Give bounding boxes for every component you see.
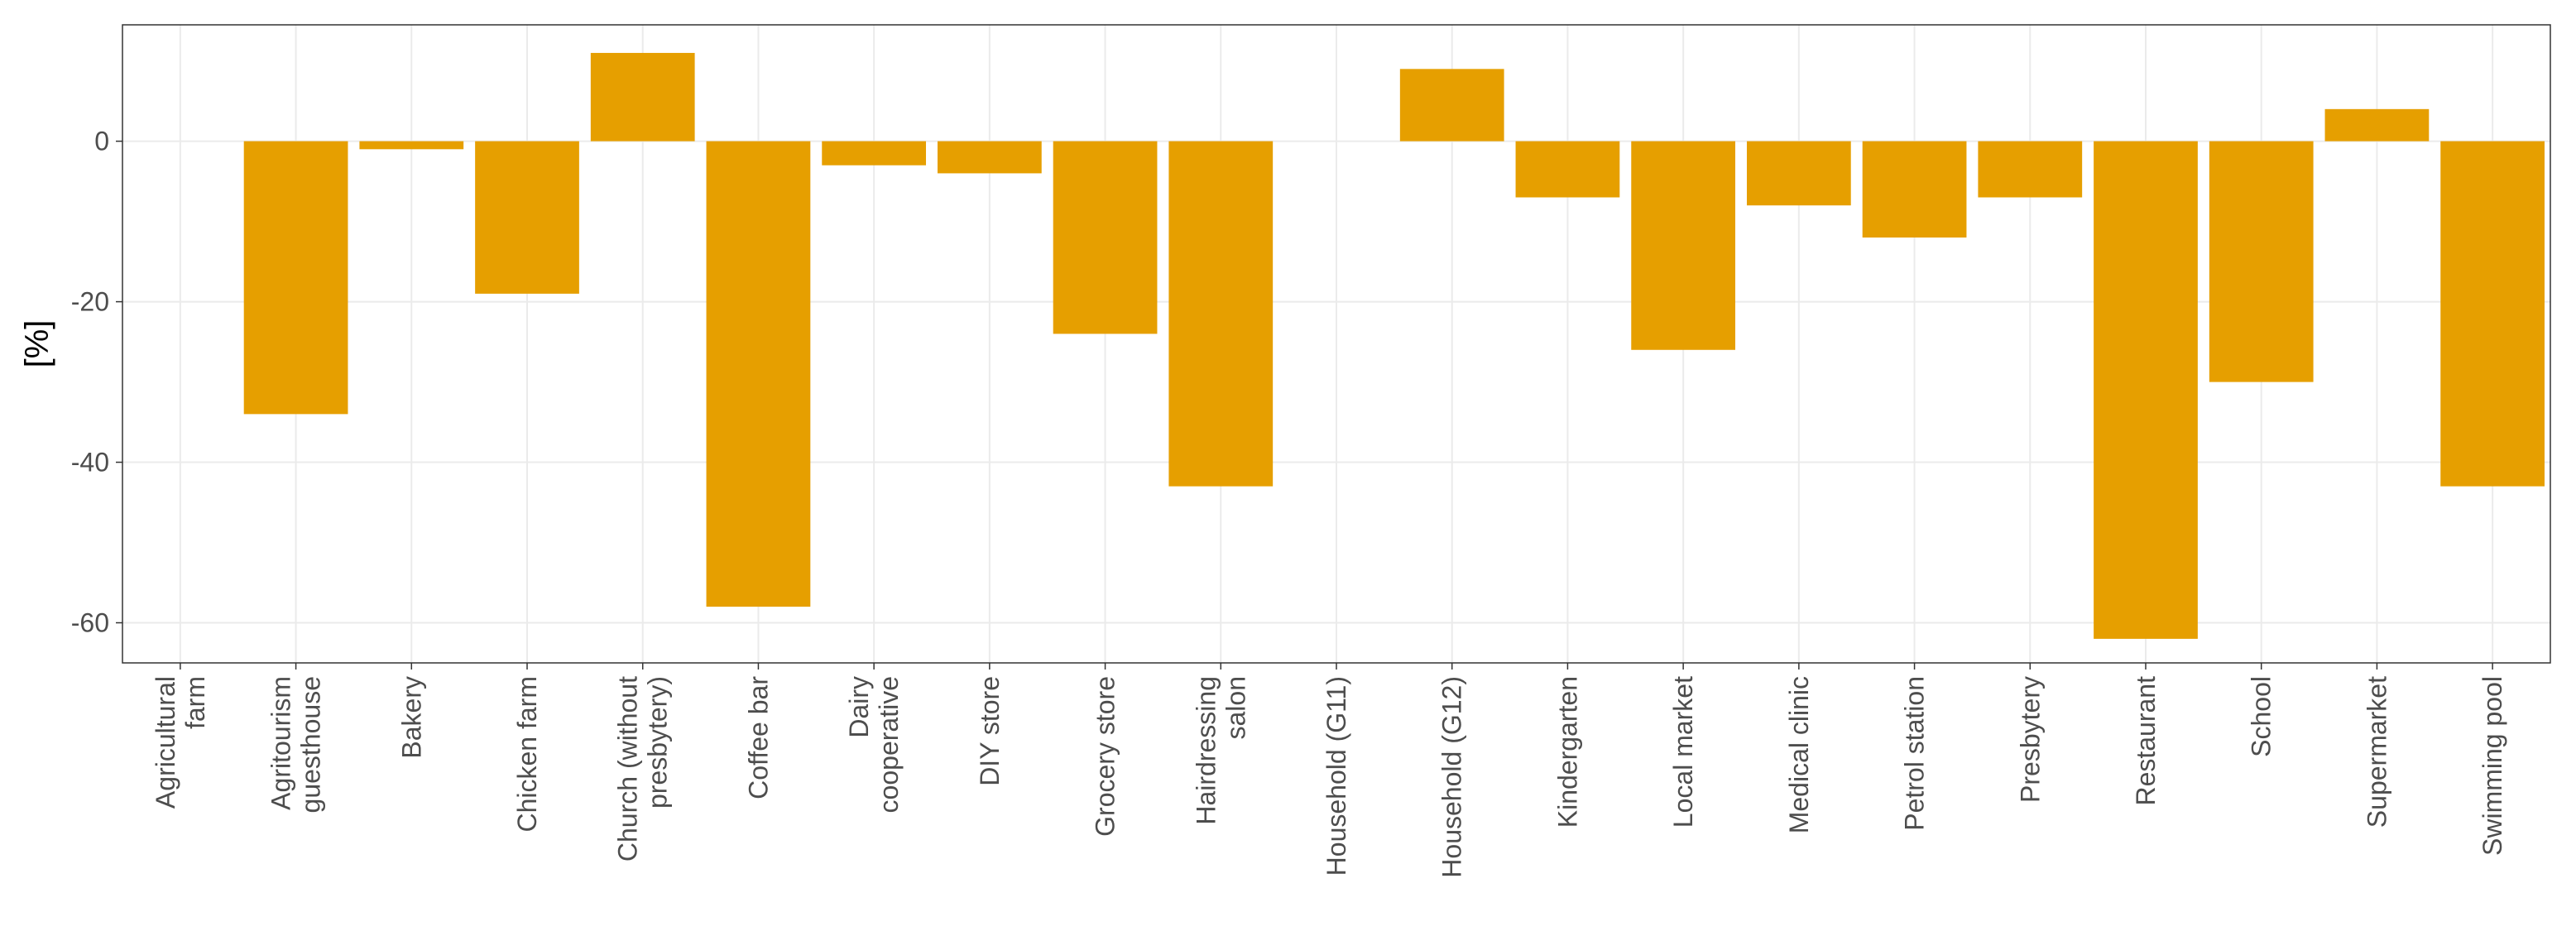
x-tick-label: Agritourism guesthouse <box>266 676 326 813</box>
x-tick-label: Local market <box>1668 676 1698 828</box>
bar <box>1978 141 2083 198</box>
x-tick-label: Hairdressing salon <box>1191 676 1250 825</box>
x-tick-label-line: Medical clinic <box>1784 676 1814 833</box>
x-tick-label-line: Petrol station <box>1900 676 1930 831</box>
x-tick-label-line: presbytery) <box>643 676 673 809</box>
x-tick-label: Agricultural farm <box>151 676 210 809</box>
x-tick-label-line: Kindergarten <box>1552 676 1582 828</box>
x-tick-label-line: Household (G12) <box>1437 676 1467 878</box>
x-tick-label: Swimming pool <box>2478 676 2507 856</box>
bar <box>359 141 464 150</box>
y-tick-label: 0 <box>94 127 109 156</box>
x-tick-label-line: School <box>2247 676 2276 757</box>
y-tick-label: -20 <box>71 287 109 317</box>
x-tick-label-line: Swimming pool <box>2478 676 2507 856</box>
bar <box>937 141 1042 174</box>
x-axis: Agricultural farm Agritourism guesthouse Bak… <box>151 663 2507 878</box>
x-tick-label: Petrol station <box>1900 676 1930 831</box>
x-tick-label-line: Dairy <box>844 676 874 738</box>
x-tick-label-line: Coffee bar <box>743 676 773 799</box>
x-tick-label-line: Grocery store <box>1091 676 1120 837</box>
x-tick-label-line: cooperative <box>874 676 904 813</box>
x-tick-label: Grocery store <box>1091 676 1120 837</box>
bar <box>1053 141 1158 334</box>
x-tick-label: Kindergarten <box>1552 676 1582 828</box>
bar <box>1862 141 1967 238</box>
bar <box>2094 141 2198 639</box>
bar <box>1631 141 1736 350</box>
x-tick-label-line: Chicken farm <box>512 676 542 833</box>
bar <box>590 52 695 142</box>
x-tick-label: Medical clinic <box>1784 676 1814 833</box>
x-tick-label-line: Church (without <box>613 676 643 862</box>
x-tick-label-line: Local market <box>1668 676 1698 828</box>
bar <box>1515 141 1620 198</box>
x-tick-label: DIY store <box>975 676 1005 786</box>
x-tick-label-line: Household (G11) <box>1322 676 1351 876</box>
bars <box>243 52 2545 639</box>
x-tick-label-line: Agritourism <box>266 676 296 810</box>
x-tick-label-line: farm <box>180 676 210 729</box>
x-tick-label-line: Restaurant <box>2131 676 2161 806</box>
x-tick-label: Presbytery <box>2015 676 2045 803</box>
bar <box>475 141 579 294</box>
bar <box>706 141 811 607</box>
bar <box>822 141 927 166</box>
x-tick-label-line: Hairdressing <box>1191 676 1221 825</box>
x-tick-label: Supermarket <box>2362 676 2391 828</box>
x-tick-label: School <box>2247 676 2276 757</box>
bar <box>1746 141 1851 206</box>
bar <box>2324 108 2430 142</box>
x-tick-label-line: Agricultural <box>151 676 180 809</box>
bar <box>2209 141 2314 382</box>
y-tick-label: -60 <box>71 608 109 638</box>
bar <box>243 141 348 415</box>
x-tick-label: Coffee bar <box>743 676 773 799</box>
x-tick-label-line: Bakery <box>396 676 426 759</box>
x-tick-label: Bakery <box>396 676 426 759</box>
y-axis-title: [%] <box>19 320 55 368</box>
y-axis: 0 -20 -40 -60 <box>71 127 122 638</box>
x-tick-label-line: guesthouse <box>296 676 326 813</box>
x-tick-label: Household (G11) <box>1322 676 1351 876</box>
y-tick-label: -40 <box>71 448 109 478</box>
x-tick-label-line: Presbytery <box>2015 676 2045 803</box>
x-tick-label-line: Supermarket <box>2362 676 2391 828</box>
x-tick-label: Chicken farm <box>512 676 542 833</box>
bar <box>1399 69 1504 142</box>
x-tick-label: Restaurant <box>2131 676 2161 806</box>
x-tick-label: Dairy cooperative <box>844 676 904 813</box>
x-tick-label: Household (G12) <box>1437 676 1467 878</box>
x-tick-label-line: DIY store <box>975 676 1005 786</box>
x-tick-label: Church (without presbytery) <box>613 676 673 862</box>
bar <box>1168 141 1274 487</box>
bar <box>2440 141 2545 487</box>
x-tick-label-line: salon <box>1221 676 1250 740</box>
